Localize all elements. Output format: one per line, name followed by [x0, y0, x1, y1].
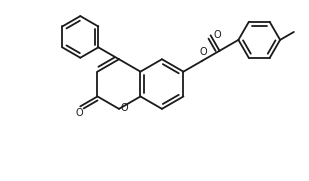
Text: O: O [214, 30, 221, 40]
Text: O: O [121, 103, 129, 113]
Text: O: O [75, 108, 83, 118]
Text: O: O [200, 47, 207, 57]
